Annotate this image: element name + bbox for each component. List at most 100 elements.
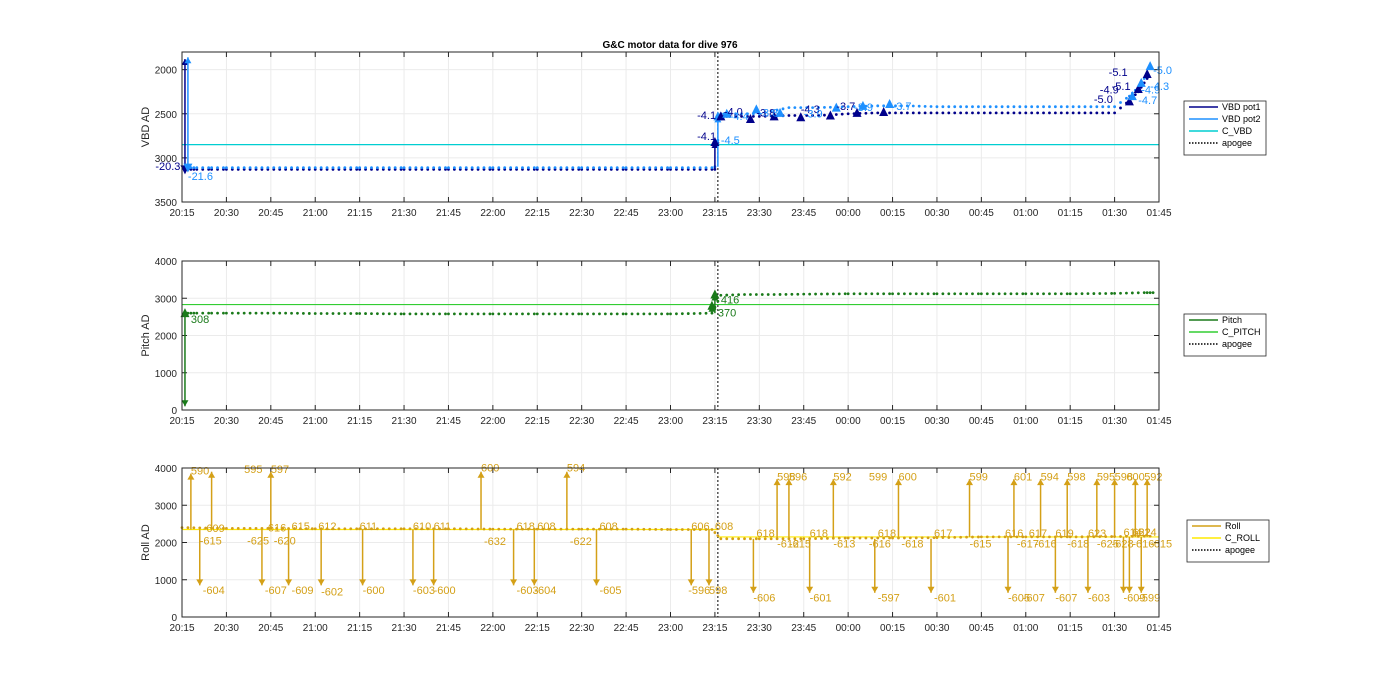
- series-point: [897, 292, 900, 296]
- series-point: [609, 312, 613, 316]
- series-point: [935, 105, 939, 109]
- pulse-arrowhead: [1004, 586, 1012, 593]
- series-point: [278, 166, 282, 169]
- series-point: [458, 527, 462, 531]
- series-point: [1086, 292, 1090, 296]
- series-point: [236, 166, 240, 169]
- series-point: [1095, 111, 1099, 115]
- data-label: -3.9: [804, 108, 823, 120]
- series-point: [476, 166, 480, 169]
- y-tick-label: 0: [171, 406, 177, 417]
- data-label: -605: [599, 585, 621, 597]
- y-tick-label: 2000: [155, 332, 178, 343]
- series-point: [1113, 105, 1116, 109]
- series-point: [509, 527, 513, 531]
- series-point: [953, 105, 957, 109]
- series-point: [210, 311, 214, 315]
- series-point: [230, 311, 234, 315]
- series-point: [1148, 291, 1152, 295]
- x-tick-label: 22:30: [569, 208, 594, 219]
- series-point: [532, 166, 536, 169]
- series-point: [1009, 292, 1013, 296]
- series-point: [376, 166, 379, 169]
- series-point: [698, 166, 702, 169]
- data-label: -4.5: [721, 135, 740, 147]
- series-point: [947, 292, 951, 296]
- series-point: [319, 166, 323, 169]
- series-point: [565, 312, 569, 316]
- series-point: [642, 312, 646, 316]
- series-point: [911, 104, 915, 108]
- series-point: [1098, 292, 1102, 295]
- x-tick-label: 01:00: [1013, 623, 1038, 634]
- series-point: [272, 166, 276, 169]
- legend-label: Roll: [1225, 521, 1241, 531]
- series-point: [535, 166, 539, 169]
- series-point: [905, 104, 909, 108]
- series-point: [358, 527, 362, 531]
- series-point: [997, 292, 1001, 296]
- series-point: [426, 166, 430, 169]
- series-point: [488, 166, 492, 169]
- x-tick-label: 22:30: [569, 416, 594, 427]
- x-tick-label: 23:00: [658, 416, 683, 427]
- series-point: [1021, 535, 1025, 539]
- data-label: 595: [244, 464, 262, 476]
- series-point: [766, 293, 770, 296]
- pulse-arrowhead: [1063, 479, 1071, 486]
- series-point: [654, 527, 658, 531]
- series-point: [299, 527, 302, 530]
- series-point: [1024, 292, 1028, 296]
- series-point: [977, 535, 980, 539]
- pulse-arrowhead: [1111, 479, 1119, 486]
- data-label: -609: [203, 523, 225, 535]
- series-point: [1110, 292, 1114, 295]
- series-point: [293, 527, 296, 530]
- series-point: [917, 111, 921, 115]
- series-point: [609, 166, 613, 169]
- series-point: [526, 312, 530, 316]
- series-point: [953, 535, 957, 539]
- series-point: [882, 104, 886, 108]
- data-label: -3.7: [836, 101, 855, 113]
- series-point: [426, 527, 430, 531]
- x-tick-label: 00:30: [924, 623, 949, 634]
- series-point: [1068, 535, 1072, 539]
- series-point: [387, 166, 391, 169]
- series-point: [216, 311, 219, 315]
- series-point: [870, 104, 874, 108]
- event-marker: [775, 107, 785, 117]
- y-tick-label: 3500: [155, 198, 178, 209]
- y-tick-label: 2500: [155, 110, 178, 121]
- event-marker: [885, 99, 895, 109]
- series-point: [971, 105, 974, 109]
- series-point: [698, 528, 702, 531]
- series-point: [769, 109, 773, 113]
- pulse-arrowhead: [1084, 586, 1092, 593]
- data-label: 611: [434, 521, 452, 533]
- y-axis-label: Roll AD: [140, 524, 152, 561]
- series-point: [891, 536, 894, 540]
- series-point: [660, 312, 664, 316]
- data-label: 612: [318, 521, 336, 533]
- series-point: [716, 534, 720, 538]
- series-point: [799, 106, 803, 109]
- series-point: [734, 112, 738, 116]
- x-tick-label: 20:15: [169, 208, 194, 219]
- series-point: [926, 292, 930, 296]
- series-point: [376, 312, 379, 316]
- series-point: [621, 166, 625, 169]
- pulse-arrowhead: [705, 579, 713, 586]
- series-point: [716, 299, 720, 303]
- series-point: [686, 166, 690, 169]
- x-tick-label: 20:45: [258, 416, 283, 427]
- series-point: [408, 312, 412, 316]
- series-point: [642, 166, 646, 169]
- series-point: [571, 312, 575, 316]
- series-point: [272, 311, 276, 315]
- series-point: [521, 166, 524, 169]
- series-point: [1059, 105, 1063, 109]
- series-point: [260, 526, 264, 530]
- series-point: [1000, 105, 1004, 109]
- series-point: [831, 292, 835, 296]
